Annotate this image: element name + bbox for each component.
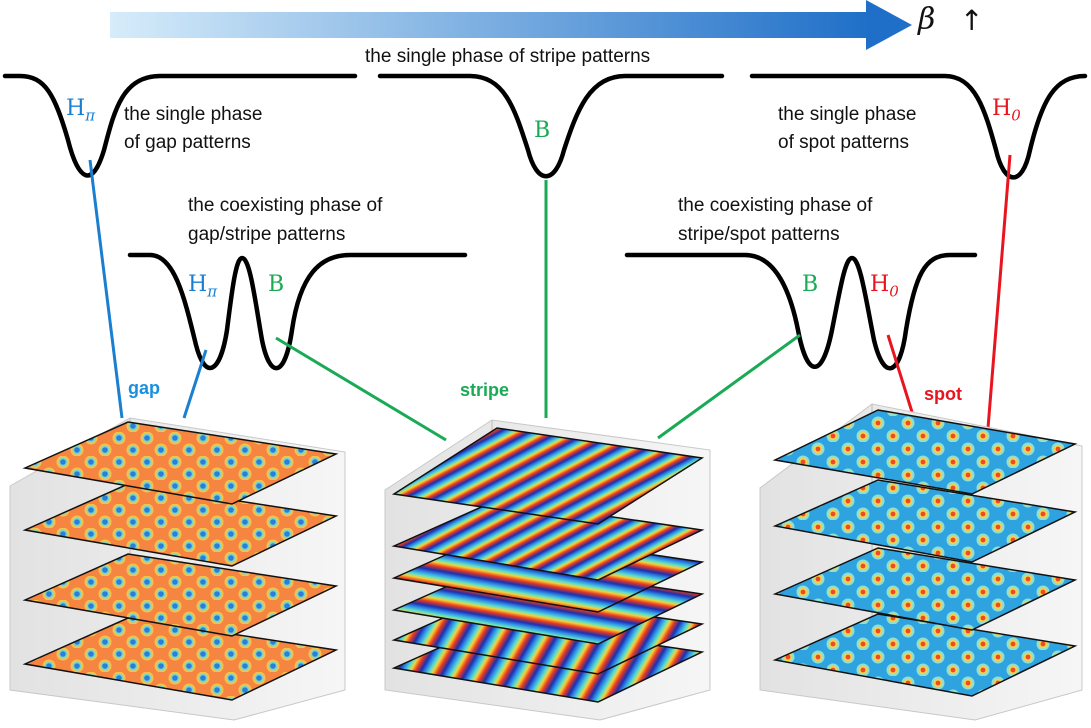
potential-curves — [2, 73, 1088, 371]
spot-single-phase-caption-line1: the single phase — [778, 104, 917, 125]
spot-layer-2 — [772, 479, 1078, 563]
beta-up-arrow-icon: ↑ — [960, 4, 984, 37]
stripe-single-well-curve — [377, 73, 725, 179]
gap-pattern-stack — [9, 417, 346, 721]
stripe-layer-2 — [391, 499, 705, 581]
spot-layer-4 — [772, 613, 1078, 697]
stripe-pattern-stack — [384, 419, 711, 721]
b-label-coexist-gap: B — [268, 272, 285, 297]
spot-single-well-curve — [749, 73, 1088, 180]
stripe-spot-double-well-curve — [624, 252, 978, 371]
gap-stripe-coexist-caption-line1: the coexisting phase of — [188, 195, 383, 216]
gap-single-phase-caption-line2: of gap patterns — [124, 132, 251, 153]
gap-single-phase-caption-line1: the single phase — [124, 104, 263, 125]
stripe-tag: stripe — [460, 380, 510, 400]
gap-stripe-coexist-caption-line2: gap/stripe patterns — [188, 224, 346, 245]
spot-single-to-spot-stack-line — [986, 154, 1012, 429]
gap-single-to-gap-stack-line — [88, 159, 124, 419]
h-0-label-coexist: H0 — [870, 272, 899, 301]
spot-coexist-to-stripe-stack-line — [657, 333, 801, 440]
gap-single-well-curve — [2, 73, 358, 178]
h-pi-label-single: Hπ — [66, 96, 96, 125]
b-label-coexist-spot: B — [802, 272, 819, 297]
gap-layer-2 — [22, 483, 339, 567]
gap-layer-1 — [22, 421, 339, 505]
stripe-spot-coexist-caption-line1: the coexisting phase of — [678, 195, 873, 216]
spot-tag: spot — [924, 384, 962, 404]
gap-coexist-to-gap-stack-line — [182, 349, 208, 419]
spot-layer-3 — [772, 547, 1078, 631]
spot-layer-1 — [772, 409, 1078, 495]
gap-layer-3 — [22, 553, 339, 637]
gap-coexist-to-stripe-stack-line — [275, 336, 447, 442]
stripe-layer-1 — [391, 427, 705, 525]
stripe-single-phase-caption: the single phase of stripe patterns — [365, 46, 651, 67]
h-pi-label-coexist: Hπ — [188, 272, 218, 301]
spot-coexist-to-spot-stack-line — [886, 334, 914, 413]
beta-increase-arrow — [110, 0, 912, 50]
beta-symbol: β — [918, 2, 936, 37]
h-0-label-single: H0 — [992, 96, 1021, 125]
spot-pattern-stack — [759, 403, 1083, 721]
gap-tag: gap — [128, 378, 161, 398]
stripe-spot-coexist-caption-line2: stripe/spot patterns — [678, 224, 840, 245]
gap-stripe-double-well-curve — [127, 252, 468, 371]
spot-single-phase-caption-line2: of spot patterns — [778, 132, 909, 153]
b-label-single: B — [534, 118, 551, 143]
gap-layer-4 — [22, 617, 339, 701]
connector-lines — [88, 154, 1012, 442]
